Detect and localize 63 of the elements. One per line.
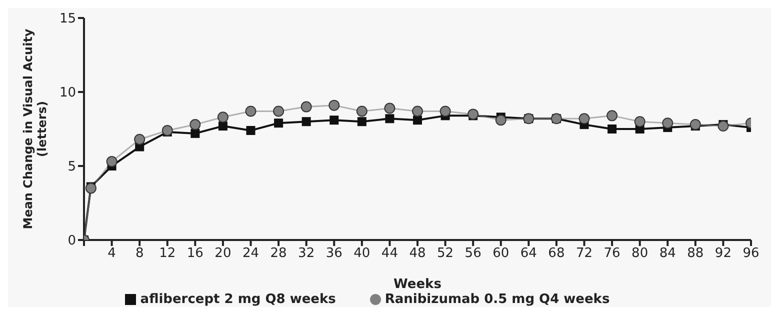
x-tick-label: 52: [437, 246, 454, 262]
point: [134, 134, 146, 145]
point: [440, 106, 451, 117]
point: [412, 106, 423, 117]
point: [85, 182, 96, 194]
y-tick-label: 15: [59, 12, 76, 27]
x-tick-label: 16: [186, 246, 204, 262]
point: [106, 156, 118, 168]
x-tick-label: 80: [632, 246, 648, 262]
point: [384, 102, 396, 114]
x-tick-label: 44: [381, 246, 398, 262]
point: [302, 117, 311, 126]
point: [578, 113, 590, 124]
point: [274, 118, 284, 128]
x-tick-label: 28: [270, 246, 287, 262]
y-tick-label: 0: [68, 234, 76, 249]
point: [356, 106, 368, 117]
point: [608, 124, 617, 134]
x-tick-label: 12: [159, 246, 176, 262]
point: [190, 119, 201, 130]
point: [385, 114, 394, 124]
x-tick-label: 24: [242, 246, 260, 262]
x-tick-label: 48: [409, 246, 426, 262]
point: [300, 101, 312, 112]
x-tick-label: 68: [548, 246, 565, 262]
point: [217, 112, 228, 123]
x-tick-label: 72: [576, 246, 593, 262]
x-tick-label: 36: [326, 246, 342, 262]
legend-label: Ranibizumab 0.5 mg Q4 weeks: [384, 292, 610, 307]
x-tick-label: 4: [108, 246, 116, 262]
x-tick-label: 64: [520, 246, 537, 262]
point: [330, 116, 339, 125]
x-tick-label: 8: [135, 246, 144, 262]
point: [495, 114, 506, 126]
point: [468, 108, 479, 120]
point: [606, 110, 618, 122]
point: [190, 128, 200, 138]
point: [413, 116, 422, 125]
y-tick-label: 5: [68, 160, 76, 175]
point: [246, 126, 256, 135]
x-tick-label: 76: [604, 246, 620, 262]
x-tick-label: 32: [298, 246, 315, 262]
point: [357, 117, 366, 126]
point: [690, 119, 701, 130]
x-tick-label: 84: [659, 246, 676, 262]
point: [245, 106, 256, 117]
x-axis-title: Weeks: [394, 277, 442, 292]
x-tick-label: 40: [354, 246, 370, 262]
y-axis-title: Mean Change in Visual Acuity (letters): [21, 28, 49, 230]
point: [662, 118, 674, 129]
point: [218, 122, 228, 131]
point: [634, 116, 646, 128]
x-tick-label: 60: [492, 246, 510, 262]
x-tick-label: 96: [742, 246, 760, 262]
x-tick-label: 56: [464, 246, 482, 262]
x-tick-label: 92: [714, 246, 732, 262]
legend-label: aflibercept 2 mg Q8 weeks: [140, 292, 336, 307]
y-tick-label: 10: [59, 86, 76, 101]
point: [273, 106, 284, 117]
point: [328, 100, 340, 111]
x-tick-label: 20: [214, 246, 232, 262]
point: [718, 120, 729, 132]
x-tick-label: 88: [687, 246, 704, 262]
